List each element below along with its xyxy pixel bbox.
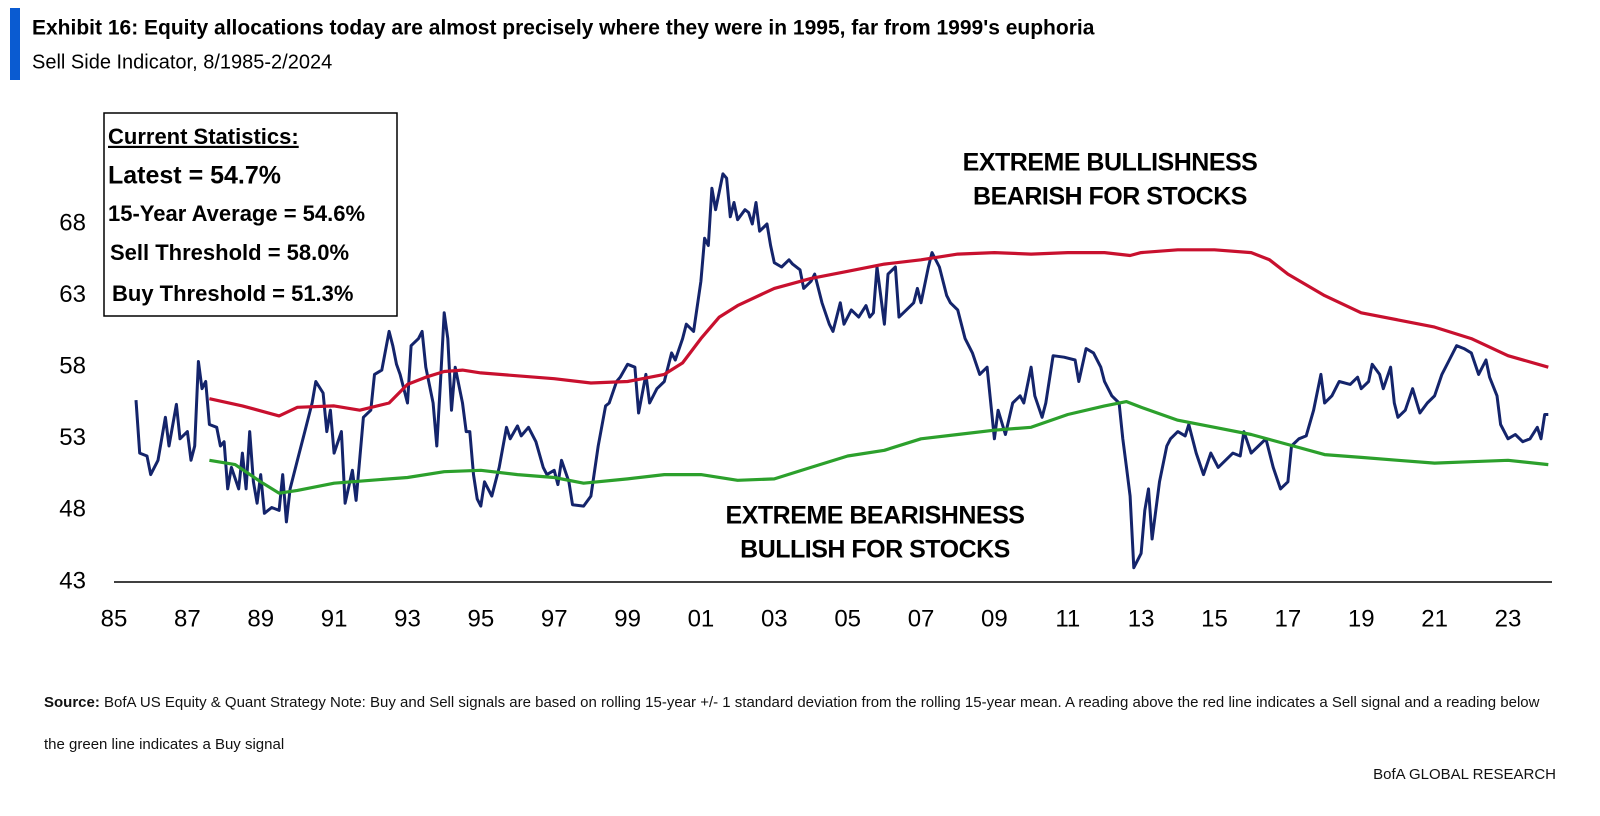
x-tick-label: 99 — [614, 605, 641, 632]
y-tick-label: 48 — [59, 496, 86, 523]
x-tick-label: 91 — [321, 605, 348, 632]
x-tick-label: 11 — [1055, 605, 1080, 632]
stats-line: Sell Threshold = 58.0% — [110, 240, 349, 265]
annotation: EXTREME BULLISHNESS — [963, 149, 1258, 177]
x-tick-label: 89 — [247, 605, 274, 632]
annotation: EXTREME BEARISHNESS — [726, 502, 1025, 530]
x-tick-label: 19 — [1348, 605, 1375, 632]
chart-title: Exhibit 16: Equity allocations today are… — [32, 17, 1095, 40]
x-tick-label: 21 — [1421, 605, 1448, 632]
chart: Exhibit 16: Equity allocations today are… — [10, 8, 1552, 632]
y-tick-label: 58 — [59, 353, 86, 380]
annotation: BULLISH FOR STOCKS — [740, 536, 1010, 564]
x-tick-label: 97 — [541, 605, 568, 632]
x-tick-label: 09 — [981, 605, 1008, 632]
x-tick-label: 85 — [101, 605, 128, 632]
x-tick-label: 05 — [834, 605, 861, 632]
source-label: Source: — [44, 694, 100, 711]
y-tick-label: 63 — [59, 281, 86, 308]
series-line — [134, 172, 1549, 570]
stats-line: Buy Threshold = 51.3% — [112, 281, 353, 306]
y-tick-label: 43 — [59, 567, 86, 594]
annotation: BEARISH FOR STOCKS — [973, 183, 1247, 211]
stats-line: 15-Year Average = 54.6% — [108, 201, 365, 226]
series-line — [209, 400, 1549, 495]
source-text: BofA US Equity & Quant Strategy Note: Bu… — [44, 694, 1540, 753]
title-accent — [10, 8, 20, 80]
x-tick-label: 15 — [1201, 605, 1228, 632]
x-tick-label: 87 — [174, 605, 201, 632]
x-tick-label: 17 — [1275, 605, 1302, 632]
x-tick-label: 01 — [688, 605, 715, 632]
x-tick-label: 03 — [761, 605, 788, 632]
stats-line: Latest = 54.7% — [108, 162, 281, 190]
x-tick-label: 95 — [467, 605, 494, 632]
series-line — [209, 248, 1549, 418]
x-tick-label: 07 — [908, 605, 935, 632]
x-tick-label: 93 — [394, 605, 421, 632]
chart-subtitle: Sell Side Indicator, 8/1985-2/2024 — [32, 51, 332, 73]
brand: BofA GLOBAL RESEARCH — [1373, 766, 1556, 783]
stats-heading: Current Statistics: — [108, 124, 299, 149]
x-tick-label: 13 — [1128, 605, 1155, 632]
y-tick-label: 53 — [59, 424, 86, 451]
x-tick-label: 23 — [1495, 605, 1522, 632]
source-note: Source: BofA US Equity & Quant Strategy … — [44, 682, 1544, 766]
y-tick-label: 68 — [59, 209, 86, 236]
stats-box — [103, 112, 398, 317]
